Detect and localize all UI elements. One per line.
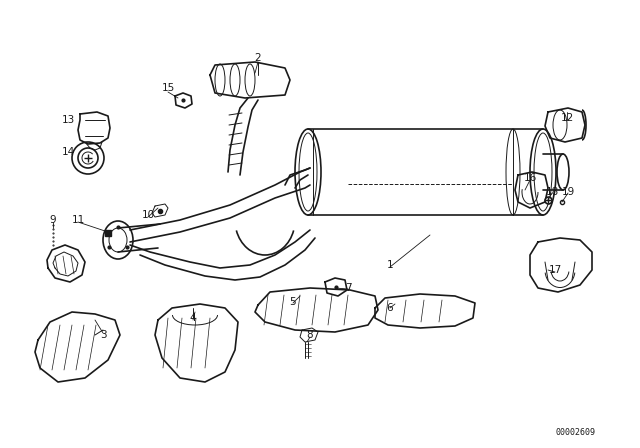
Text: 10: 10 <box>141 210 155 220</box>
Ellipse shape <box>103 221 133 259</box>
Text: 8: 8 <box>307 330 314 340</box>
Text: 12: 12 <box>561 113 573 123</box>
Ellipse shape <box>557 154 569 190</box>
Text: 9: 9 <box>50 215 56 225</box>
Text: 6: 6 <box>387 303 394 313</box>
Text: 11: 11 <box>72 215 84 225</box>
Text: 5: 5 <box>290 297 296 307</box>
Ellipse shape <box>72 142 104 174</box>
Text: 18: 18 <box>545 187 559 197</box>
Text: 14: 14 <box>61 147 75 157</box>
Text: 13: 13 <box>61 115 75 125</box>
Text: 19: 19 <box>561 187 575 197</box>
Text: 15: 15 <box>161 83 175 93</box>
Ellipse shape <box>530 129 556 215</box>
Text: 2: 2 <box>255 53 261 63</box>
Ellipse shape <box>295 129 321 215</box>
Text: 3: 3 <box>100 330 106 340</box>
Text: 4: 4 <box>189 313 196 323</box>
Text: 00002609: 00002609 <box>555 427 595 436</box>
Text: 7: 7 <box>345 283 351 293</box>
Text: 1: 1 <box>387 260 394 270</box>
Text: 16: 16 <box>524 173 536 183</box>
Text: 17: 17 <box>548 265 562 275</box>
